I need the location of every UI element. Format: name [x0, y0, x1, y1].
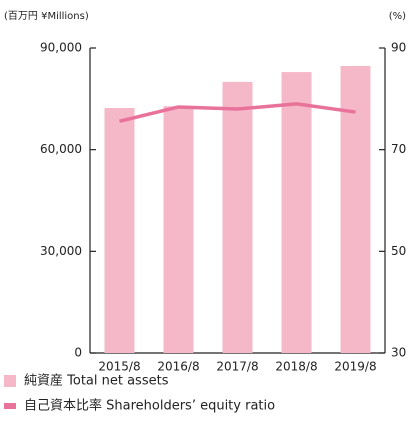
legend-label: 自己資本比率 Shareholders’ equity ratio [24, 398, 275, 414]
bar [222, 81, 253, 353]
x-tick-label: 2015/8 [98, 360, 140, 374]
y-axis-label: (百万円 ¥Millions) [4, 10, 89, 22]
x-tick-label: 2017/8 [216, 360, 258, 374]
bar [104, 107, 135, 353]
y2-tick-label: 30 [391, 346, 406, 360]
x-tick-label: 2019/8 [334, 360, 376, 374]
y2-tick-label: 50 [391, 244, 406, 258]
line [119, 102, 356, 123]
legend-label: 純資産 Total net assets [24, 373, 169, 389]
bar [281, 72, 312, 354]
y2-axis-label: (%) [389, 11, 406, 22]
y-tick-label: 0 [74, 346, 82, 360]
y-tick-label: 90,000 [40, 41, 82, 55]
y-tick-label: 60,000 [40, 142, 82, 156]
bar [340, 65, 371, 353]
x-tick-label: 2016/8 [157, 360, 199, 374]
y-tick-label: 30,000 [40, 244, 82, 258]
legend-swatch [4, 375, 16, 387]
y2-tick-label: 70 [391, 142, 406, 156]
bar [163, 106, 194, 354]
legend-swatch [4, 403, 16, 409]
x-tick-label: 2018/8 [275, 360, 317, 374]
y2-tick-label: 90 [391, 41, 406, 55]
